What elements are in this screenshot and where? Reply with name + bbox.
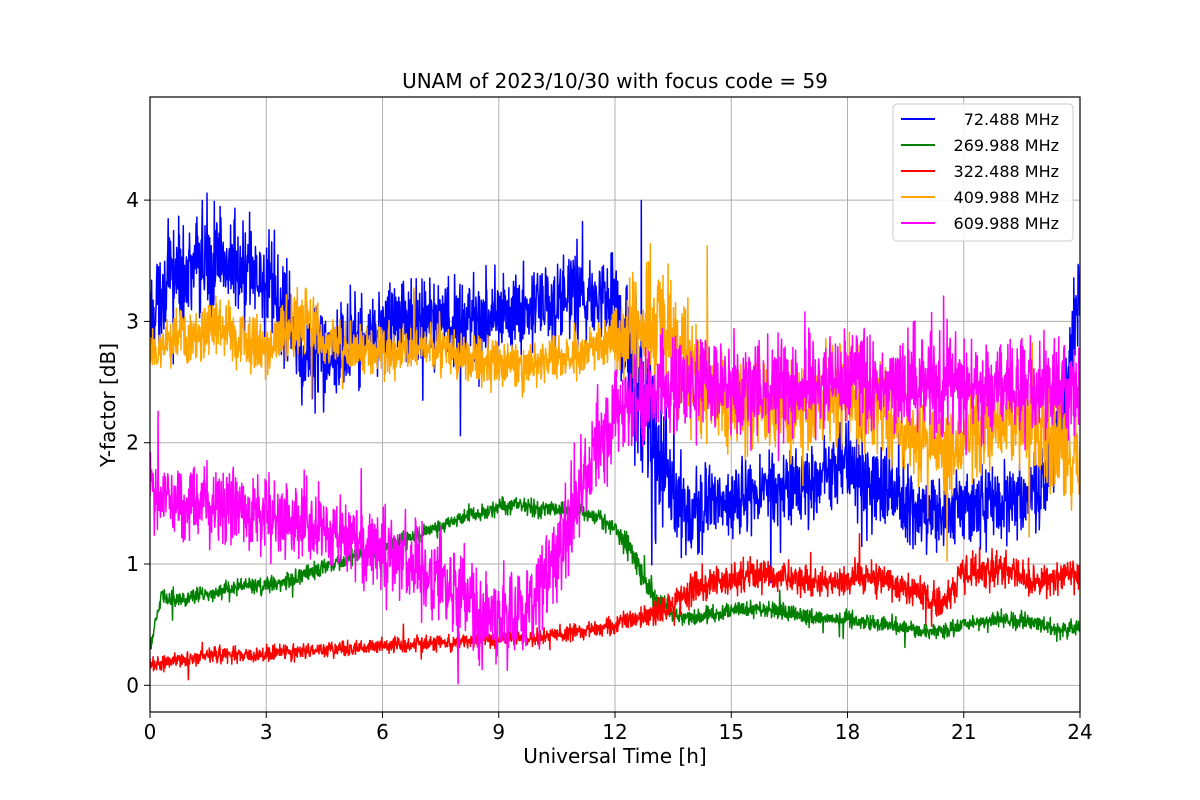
legend-label: 409.988 MHz (954, 188, 1059, 207)
x-tick-label: 9 (492, 720, 505, 744)
series-line (150, 496, 1080, 650)
x-tick-label: 18 (835, 720, 860, 744)
series-line (150, 532, 1080, 681)
y-tick-label: 4 (126, 188, 139, 212)
legend: 72.488 MHz 269.988 MHz 322.488 MHz 409.988 … (892, 103, 1074, 242)
x-tick-label: 21 (951, 720, 976, 744)
x-axis: 0 3 6 9 12 15 18 21 24 (144, 712, 1093, 744)
y-tick-label: 1 (126, 552, 139, 576)
chart-title: UNAM of 2023/10/30 with focus code = 59 (402, 69, 828, 93)
x-axis-label: Universal Time [h] (523, 744, 706, 768)
y-axis: 0 1 2 3 4 (126, 188, 150, 697)
x-tick-label: 0 (144, 720, 157, 744)
y-tick-label: 0 (126, 673, 139, 697)
plot-area (150, 192, 1080, 685)
y-tick-label: 3 (126, 309, 139, 333)
x-tick-label: 6 (376, 720, 389, 744)
series-group (150, 192, 1080, 685)
x-tick-label: 12 (602, 720, 627, 744)
legend-label: 609.988 MHz (954, 214, 1059, 233)
series-line (150, 295, 1080, 685)
x-tick-label: 24 (1067, 720, 1092, 744)
y-tick-label: 2 (126, 431, 139, 455)
legend-label: 322.488 MHz (954, 162, 1059, 181)
legend-label: 269.988 MHz (954, 136, 1059, 155)
legend-box (892, 103, 1074, 242)
series-line (150, 242, 1080, 562)
y-axis-label: Y-factor [dB] (96, 343, 120, 468)
x-tick-label: 15 (719, 720, 744, 744)
legend-label: 72.488 MHz (964, 110, 1059, 129)
x-tick-label: 3 (260, 720, 273, 744)
